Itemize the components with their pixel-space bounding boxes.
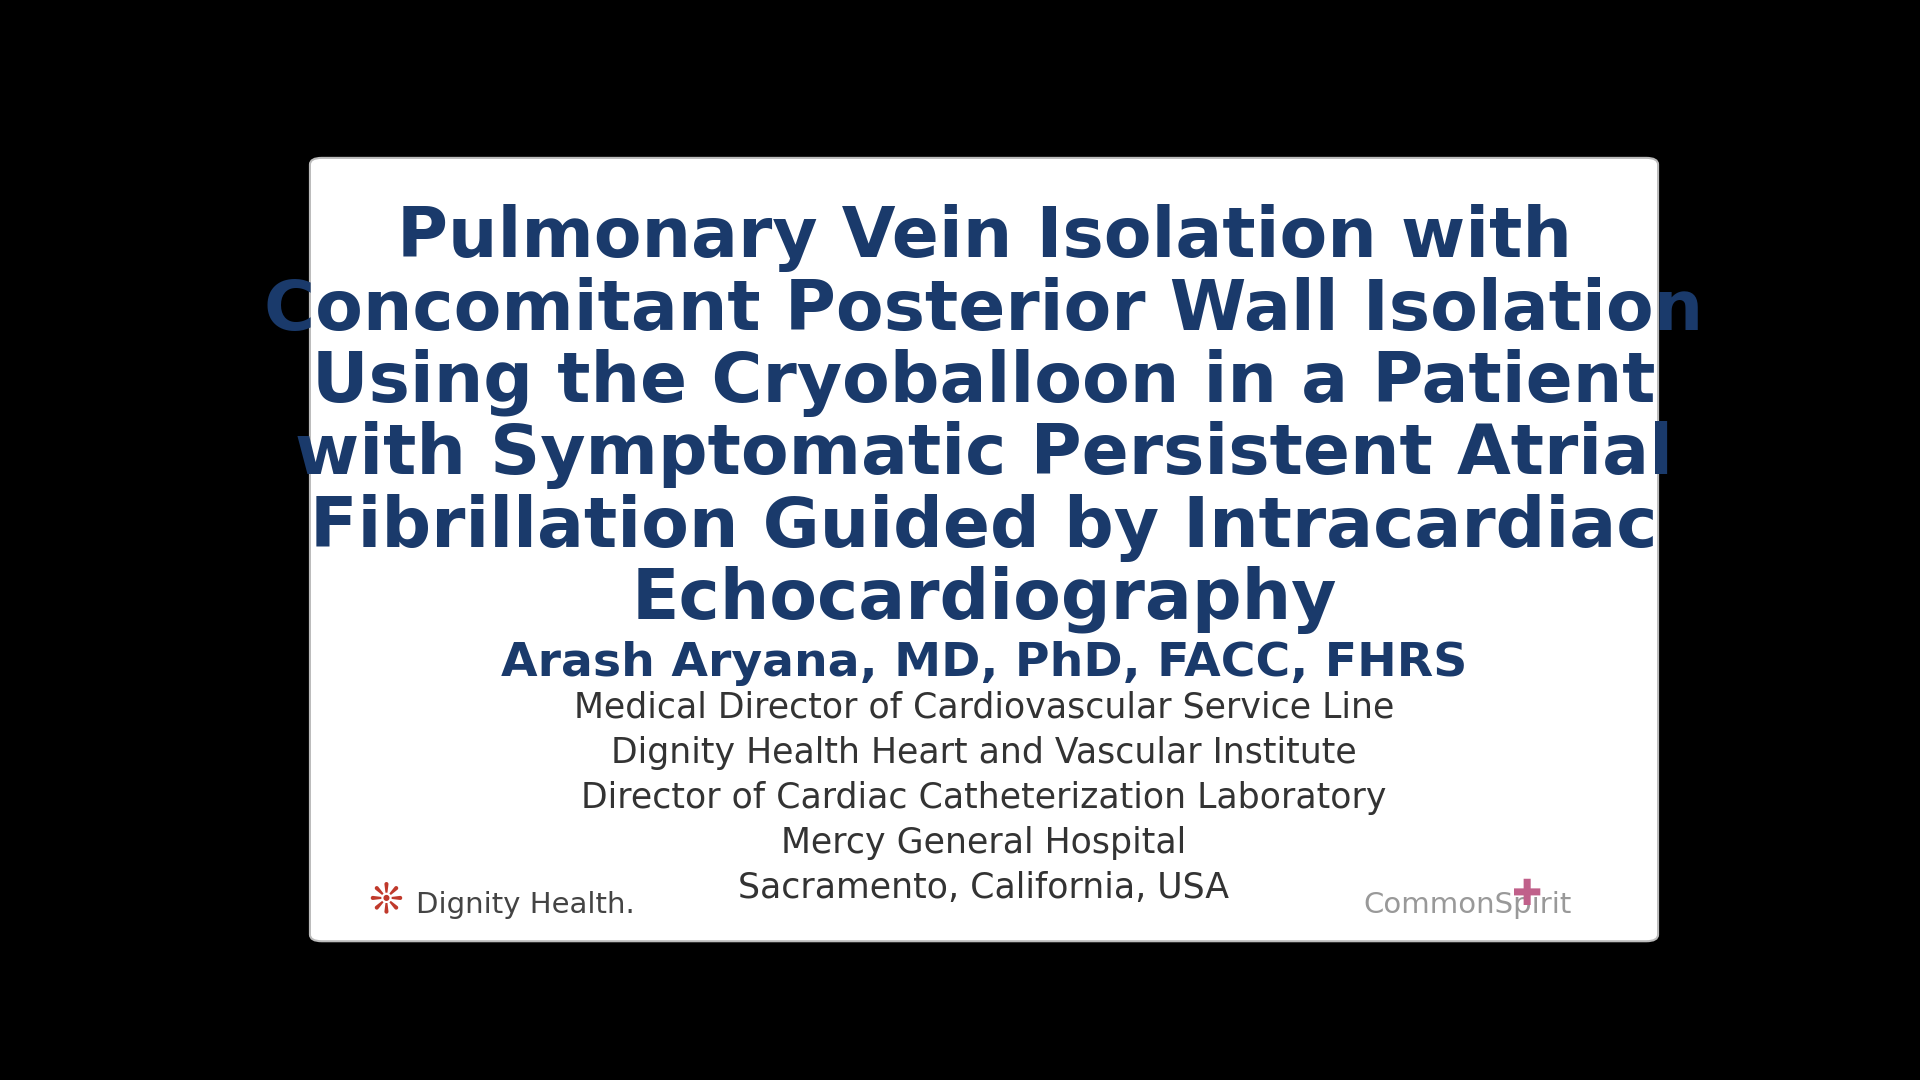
Text: Concomitant Posterior Wall Isolation: Concomitant Posterior Wall Isolation: [265, 276, 1703, 343]
Text: CommonSpirit: CommonSpirit: [1363, 891, 1572, 919]
Text: Fibrillation Guided by Intracardiac: Fibrillation Guided by Intracardiac: [311, 494, 1657, 562]
Text: Sacramento, California, USA: Sacramento, California, USA: [739, 870, 1229, 905]
Text: Director of Cardiac Catheterization Laboratory: Director of Cardiac Catheterization Labo…: [582, 781, 1386, 814]
Text: Mercy General Hospital: Mercy General Hospital: [781, 825, 1187, 860]
Text: Dignity Health Heart and Vascular Institute: Dignity Health Heart and Vascular Instit…: [611, 735, 1357, 770]
Text: Dignity Health.: Dignity Health.: [415, 891, 634, 919]
Text: Medical Director of Cardiovascular Service Line: Medical Director of Cardiovascular Servi…: [574, 691, 1394, 725]
Text: Using the Cryoballoon in a Patient: Using the Cryoballoon in a Patient: [313, 349, 1655, 417]
Text: ❊: ❊: [369, 879, 403, 921]
Text: Echocardiography: Echocardiography: [632, 566, 1336, 634]
Text: with Symptomatic Persistent Atrial: with Symptomatic Persistent Atrial: [296, 421, 1672, 489]
Text: Arash Aryana, MD, PhD, FACC, FHRS: Arash Aryana, MD, PhD, FACC, FHRS: [501, 642, 1467, 686]
FancyBboxPatch shape: [309, 158, 1659, 942]
Text: ✚: ✚: [1511, 878, 1542, 912]
Text: Pulmonary Vein Isolation with: Pulmonary Vein Isolation with: [397, 204, 1571, 272]
